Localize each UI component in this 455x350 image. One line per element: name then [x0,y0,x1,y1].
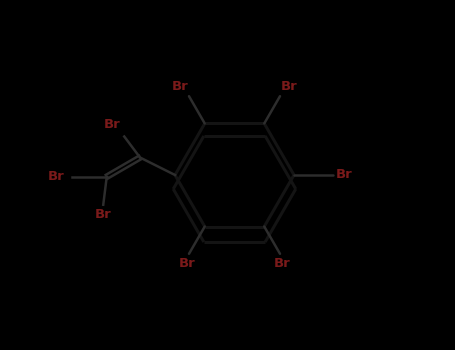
Text: Br: Br [336,168,353,182]
Text: Br: Br [273,257,290,270]
Text: Br: Br [104,118,121,131]
Text: Br: Br [95,208,111,221]
Text: Br: Br [48,170,65,183]
Text: Br: Br [179,257,196,270]
Text: Br: Br [172,80,188,93]
Text: Br: Br [281,80,298,93]
